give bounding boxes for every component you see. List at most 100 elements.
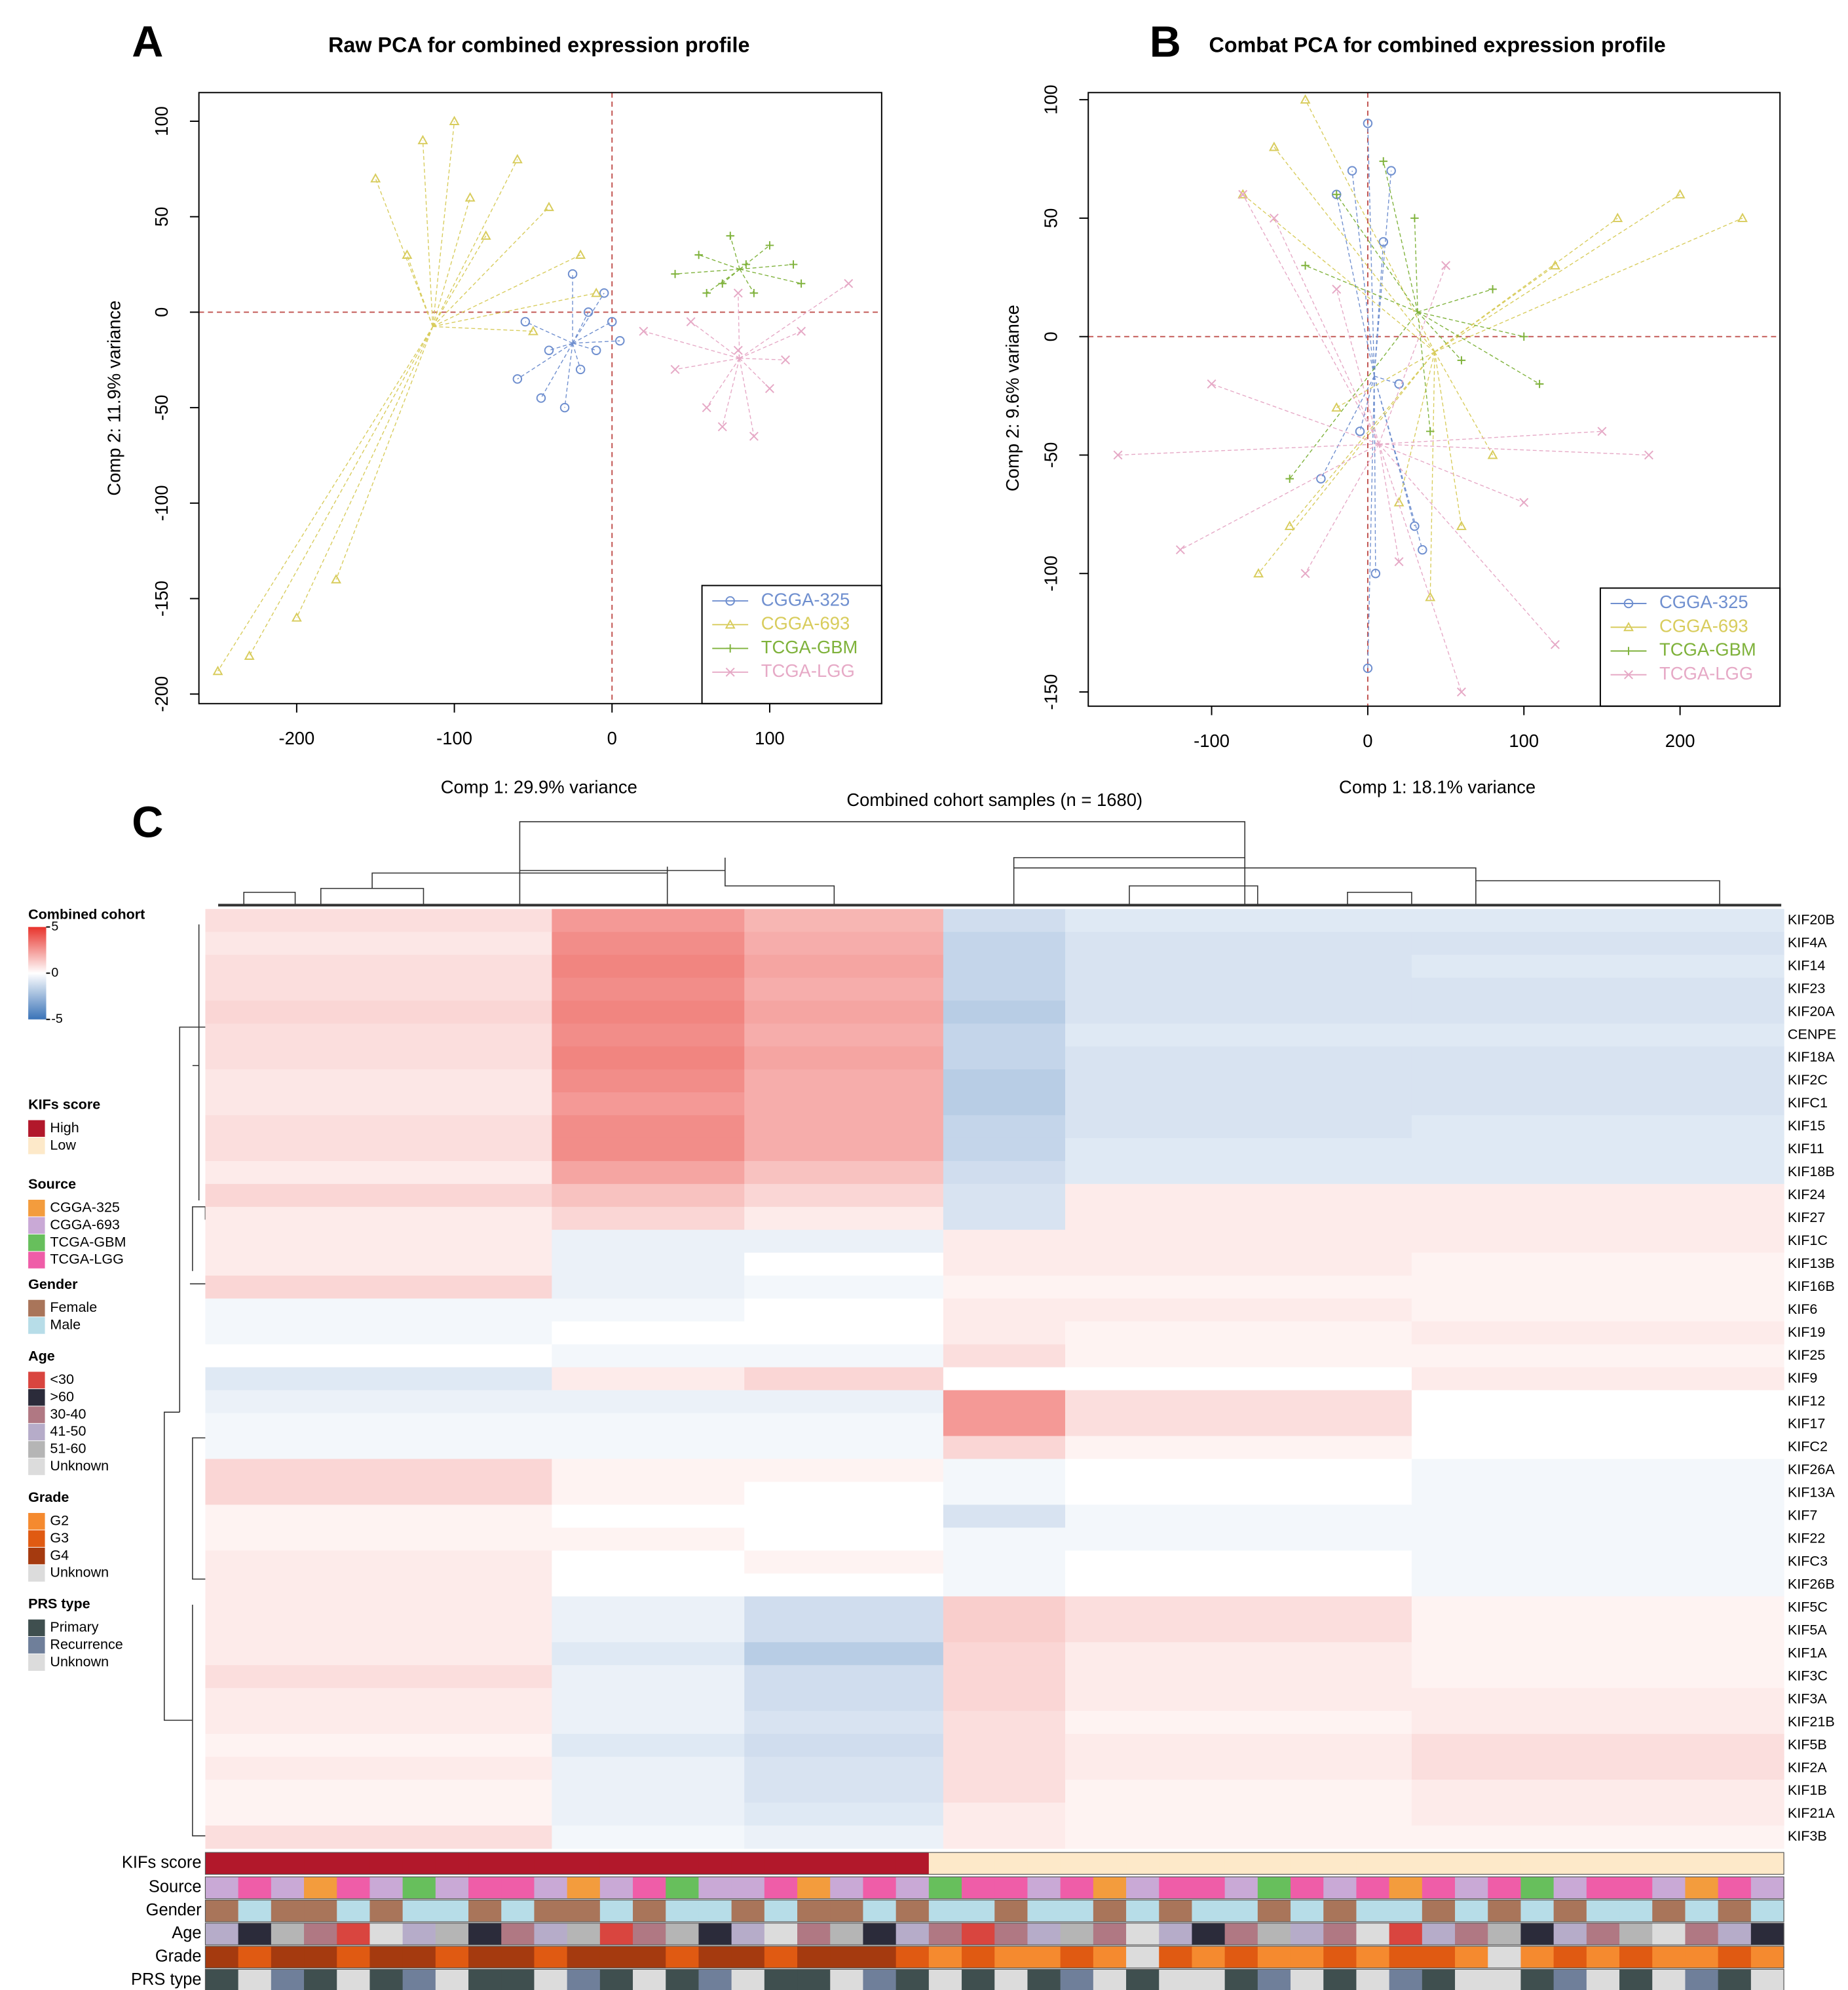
point (1457, 356, 1466, 365)
heat-cell (205, 1596, 552, 1620)
legend-swatch (28, 1388, 45, 1406)
spoke (1378, 444, 1556, 645)
gene-label: KIF5B (1788, 1736, 1827, 1752)
annotation-cell (1422, 1946, 1456, 1968)
annotation-cell (1027, 1923, 1061, 1945)
annotation-cell (764, 1900, 798, 1922)
spoke (564, 343, 573, 408)
annotation-cell (1685, 1946, 1719, 1968)
point (449, 115, 460, 126)
heat-cell (1411, 1665, 1784, 1689)
point (1456, 520, 1467, 530)
legend-swatch (28, 1299, 45, 1317)
heat-cell (1065, 1757, 1412, 1780)
annotation-cell (1422, 1852, 1456, 1875)
heat-cell (744, 1665, 944, 1689)
annotation-cell (337, 1946, 371, 1968)
track-label: Age (172, 1924, 201, 1942)
spoke (1383, 161, 1418, 313)
annotation-cell (1520, 1946, 1555, 1968)
annotation-cell (764, 1923, 798, 1945)
heat-cell (1411, 1275, 1784, 1299)
heat-cell (205, 1688, 552, 1712)
y-tick-label: 50 (151, 206, 172, 226)
heat-cell (744, 1252, 944, 1276)
heat-cell (205, 1069, 552, 1093)
track-frame (204, 1923, 1784, 1945)
heat-cell (552, 1688, 745, 1712)
annotation-cell (1685, 1969, 1719, 1990)
annotation-cell (698, 1877, 732, 1899)
annotation-cell (1520, 1923, 1555, 1945)
heat-cell (1411, 1206, 1784, 1231)
spoke (1359, 375, 1375, 432)
heat-cell (1411, 1527, 1784, 1551)
annotation-cell (238, 1877, 272, 1899)
heat-cell (552, 1825, 745, 1849)
annotation-cell (928, 1969, 962, 1990)
heat-cell (552, 1596, 745, 1620)
heat-cell (1411, 955, 1784, 978)
spoke (375, 178, 434, 327)
spoke (1374, 375, 1376, 574)
spoke (1434, 218, 1743, 353)
gene-label: KIF1A (1788, 1645, 1827, 1660)
heat-cell (552, 1390, 745, 1414)
legend-marker (1623, 598, 1634, 609)
point (1394, 557, 1404, 567)
heat-cell (1411, 1160, 1784, 1185)
spoke (432, 235, 487, 327)
spoke (1414, 218, 1418, 313)
point (615, 335, 625, 346)
spoke (1378, 444, 1649, 456)
annotation-cell (205, 1969, 239, 1990)
spoke (1374, 170, 1392, 377)
annotation-cell (271, 1946, 305, 1968)
annotation-cell (599, 1877, 633, 1899)
heat-cell (1411, 1596, 1784, 1620)
heat-cell (552, 1665, 745, 1689)
legend-title: Combined cohort (28, 907, 145, 923)
annotation-cell (962, 1852, 995, 1875)
point (567, 269, 578, 279)
legend-swatch (28, 1565, 45, 1582)
annotation-cell (928, 1900, 962, 1922)
legend-label: TCGA-LGG (1659, 663, 1753, 683)
spoke (739, 244, 770, 270)
spoke (1434, 218, 1618, 353)
heat-cell (744, 978, 944, 1001)
x-tick-label: 100 (1509, 731, 1539, 751)
spoke (249, 326, 434, 657)
point (1425, 427, 1435, 436)
heat-cell (1411, 1757, 1784, 1780)
annotation-cell (468, 1923, 502, 1945)
heat-cell (1065, 1024, 1412, 1047)
annotation-cell (1586, 1877, 1620, 1899)
legend-marker (1624, 647, 1633, 655)
point (527, 326, 538, 335)
point (1300, 569, 1310, 579)
spoke (432, 326, 533, 332)
gene-label: KIF3C (1788, 1668, 1828, 1683)
heat-cell (552, 1298, 745, 1322)
heat-cell (1065, 1436, 1412, 1460)
x-tick-label: -200 (278, 728, 314, 748)
y-tick-label: -100 (1041, 556, 1061, 592)
spoke (573, 340, 620, 344)
legend-label: CGGA-693 (1659, 615, 1748, 636)
legend-marker (1623, 621, 1634, 632)
annotation-cell (797, 1877, 831, 1899)
heat-cell (1065, 1390, 1412, 1414)
spoke (432, 197, 471, 327)
gene-label: KIF16B (1788, 1278, 1835, 1294)
legend-swatch (28, 1217, 45, 1234)
annotation-cell (304, 1923, 337, 1945)
annotation-cell (1257, 1852, 1291, 1875)
legend-label: TCGA-LGG (761, 660, 855, 681)
heat-cell (744, 1482, 944, 1506)
track-frame (204, 1945, 1784, 1969)
spoke (730, 235, 740, 270)
legend-swatch (28, 1512, 45, 1530)
point (764, 384, 774, 393)
legend-swatch (28, 1252, 45, 1269)
